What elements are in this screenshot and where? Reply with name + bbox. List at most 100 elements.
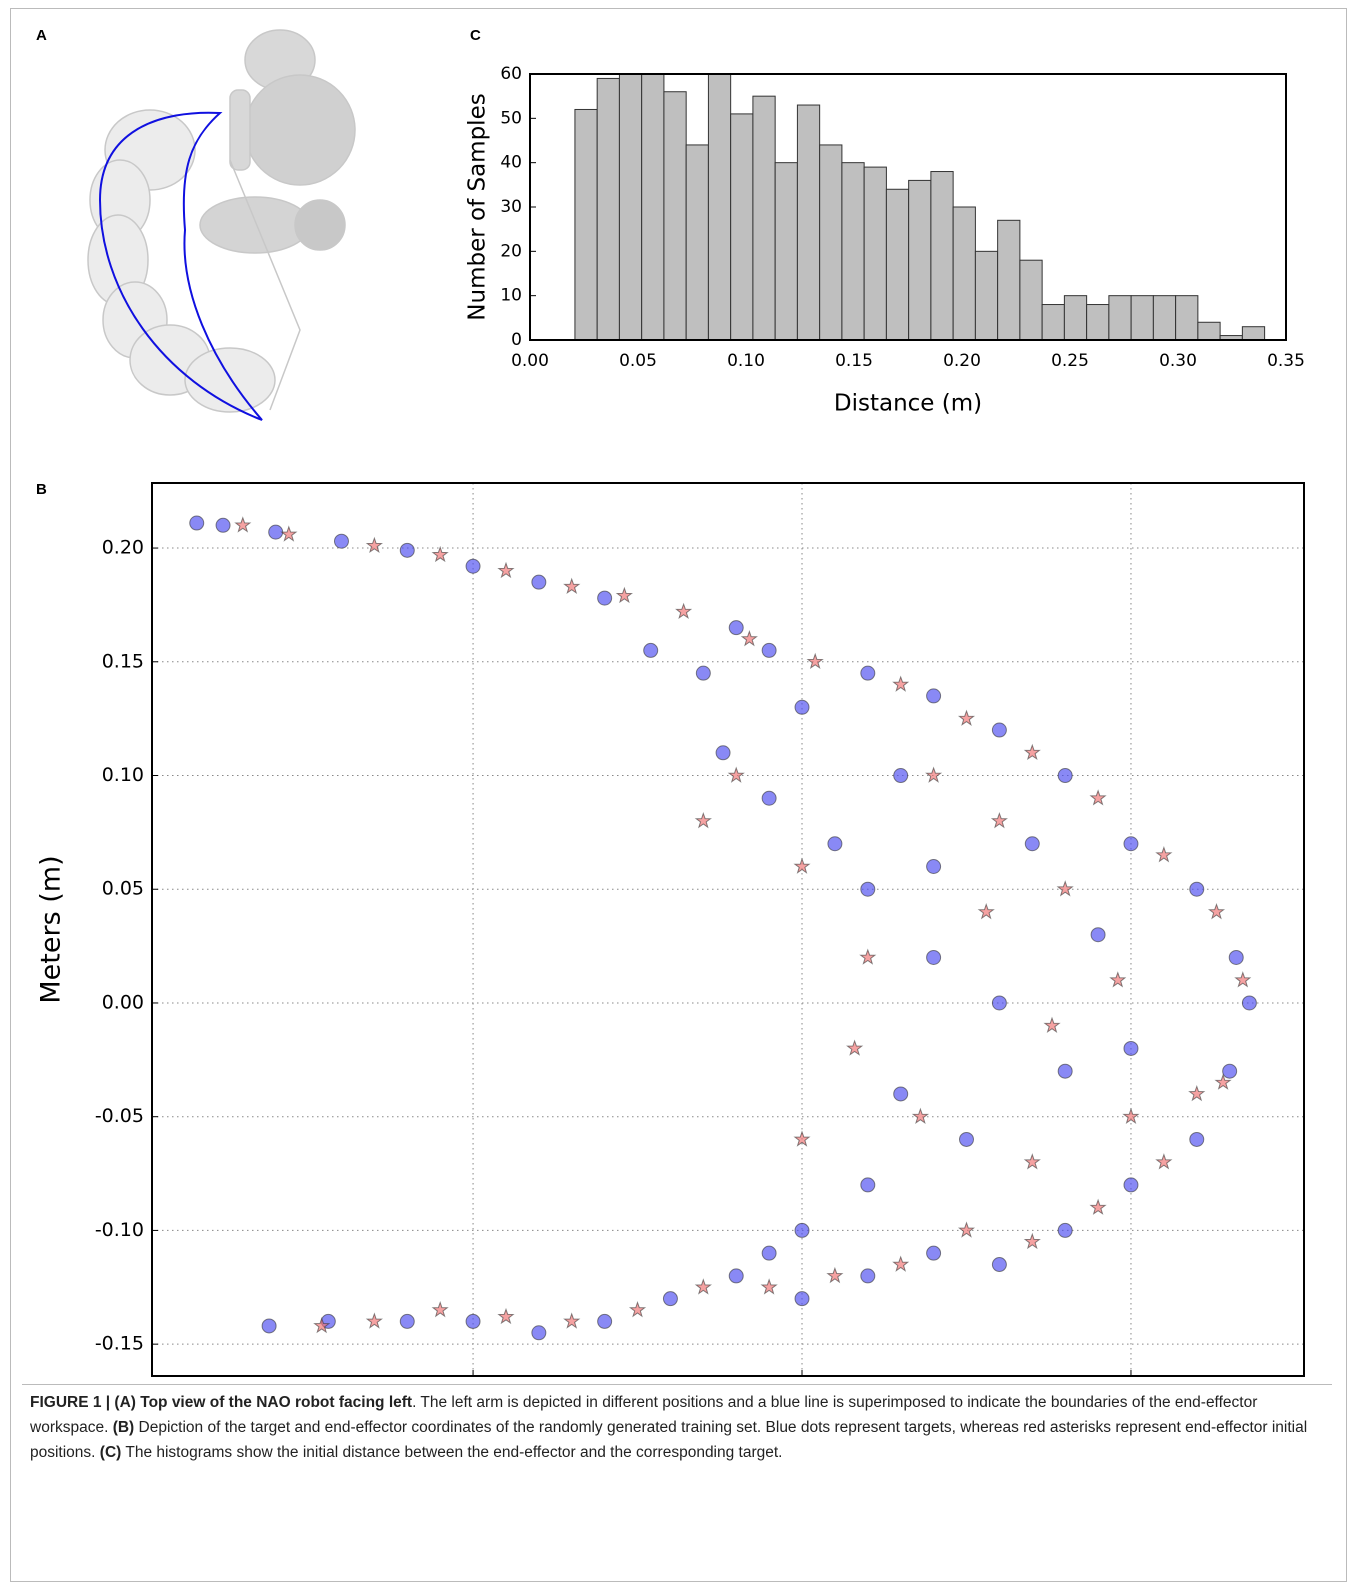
star-point	[313, 1316, 331, 1334]
dot-point	[1123, 836, 1139, 852]
dot-point	[860, 1177, 876, 1193]
y-tick-label: 10	[500, 286, 522, 306]
y-tick-label: 0.00	[102, 991, 144, 1013]
figure: A C 0.00 0.05 0.10 0.15 0.20 0.25 0.30 0.35 0 10 20…	[36, 27, 1305, 1377]
robot-illustration	[87, 29, 356, 413]
y-axis-label: Meters (m)	[36, 855, 67, 1003]
star-point	[365, 536, 383, 554]
y-tick-label: -0.15	[95, 1333, 144, 1355]
dot-point	[399, 542, 415, 558]
star-point	[563, 577, 581, 595]
bar	[730, 113, 754, 341]
star-point	[793, 1130, 811, 1147]
star-point	[1023, 743, 1041, 761]
bar	[952, 206, 976, 341]
dot-point	[761, 790, 777, 806]
star-point	[1155, 1153, 1173, 1170]
points	[189, 515, 1257, 1341]
star-point	[806, 652, 824, 670]
dot-point	[1024, 836, 1040, 852]
caption-text: The histograms show the initial distance…	[121, 1444, 783, 1461]
caption: FIGURE 1 | (A) Top view of the NAO robot…	[30, 1390, 1330, 1465]
star-point	[859, 948, 877, 965]
dot-point	[991, 1257, 1007, 1273]
star-point	[990, 811, 1008, 829]
dot-point	[926, 688, 942, 704]
dot-point	[1228, 949, 1244, 965]
dot-point	[761, 642, 777, 658]
dot-point	[860, 665, 876, 681]
x-tick-label: 0.10	[727, 351, 765, 371]
dot-point	[827, 836, 843, 852]
bar	[863, 166, 887, 341]
bar	[930, 171, 954, 341]
star-point	[234, 516, 252, 533]
y-tick-label: 40	[500, 153, 522, 173]
panel-label: C	[470, 27, 481, 44]
dot-point	[794, 699, 810, 715]
star-point	[977, 902, 995, 920]
star-point	[925, 766, 943, 783]
dot-point	[465, 1313, 481, 1329]
star-point	[740, 629, 758, 647]
star-point	[957, 709, 976, 726]
dot-point	[991, 995, 1007, 1011]
x-tick-label: 0.05	[619, 351, 657, 371]
dot-point	[1090, 927, 1106, 943]
panel-label: A	[36, 27, 47, 44]
dot-point	[1123, 1177, 1139, 1193]
dot-point	[926, 1245, 942, 1261]
dot-point	[1123, 1040, 1139, 1056]
separator	[22, 1384, 1332, 1385]
bar	[885, 188, 910, 341]
star-point	[431, 1300, 449, 1318]
dot-point	[1057, 1063, 1073, 1079]
y-tick-label: 60	[500, 64, 522, 84]
bar	[641, 73, 665, 341]
dot-point	[189, 515, 205, 531]
dot-point	[860, 881, 876, 897]
dot-point	[1057, 768, 1073, 784]
star-point	[1089, 1198, 1107, 1215]
bar	[819, 144, 843, 341]
bar	[1175, 295, 1199, 341]
dot-point	[465, 558, 481, 574]
dot-point	[1222, 1063, 1238, 1079]
y-tick-label: 0.15	[102, 650, 144, 672]
dot-point	[531, 1325, 547, 1341]
star-point	[1207, 902, 1226, 920]
dot-point	[597, 1313, 613, 1329]
x-tick-label: 0.25	[1051, 351, 1089, 371]
star-point	[892, 675, 910, 692]
dot-point	[261, 1318, 277, 1334]
star-point	[846, 1039, 864, 1056]
bar	[1086, 304, 1110, 341]
star-point	[793, 857, 811, 874]
x-tick-label: 0.35	[1267, 351, 1305, 371]
star-point	[615, 586, 633, 604]
dot-point	[728, 1268, 744, 1284]
star-point	[1188, 1084, 1206, 1102]
bar	[1019, 259, 1043, 341]
bar	[974, 250, 999, 341]
bar	[796, 104, 821, 341]
star-point	[1043, 1016, 1061, 1034]
dot-point	[1057, 1222, 1073, 1238]
dot-point	[761, 1245, 777, 1261]
bar	[752, 95, 776, 341]
y-tick-label: 0	[511, 330, 522, 350]
dot-point	[958, 1131, 974, 1147]
x-axis-label: Distance (m)	[834, 391, 982, 417]
star-point	[1089, 789, 1107, 806]
plot-frame	[529, 73, 1287, 341]
star-point	[280, 525, 298, 542]
caption-text: FIGURE 1 | (A) Top view of the NAO robot…	[30, 1394, 413, 1411]
dot-point	[1241, 995, 1257, 1011]
bar	[1197, 321, 1221, 341]
dot-point	[794, 1222, 810, 1238]
bar	[1041, 304, 1065, 341]
dot-point	[399, 1313, 415, 1329]
workspace-boundary	[98, 111, 263, 421]
star-point	[1023, 1232, 1041, 1250]
